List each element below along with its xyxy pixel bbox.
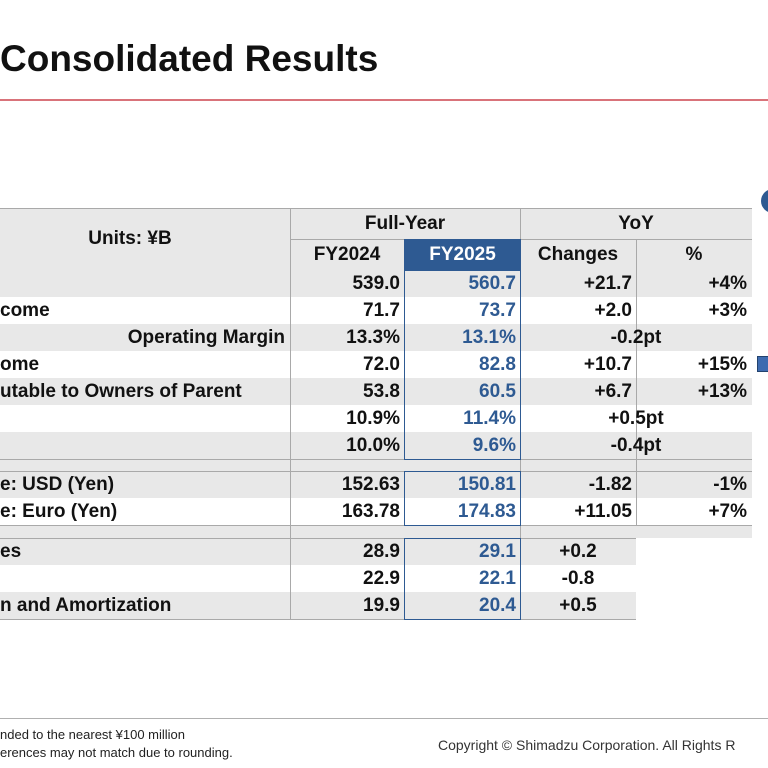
units-label: Units: ¥B: [88, 228, 172, 249]
fy2025-value: 82.8: [479, 353, 516, 375]
title-divider: [0, 99, 768, 101]
fy2025-value: 174.83: [457, 500, 516, 522]
fy2024-value: 19.9: [363, 594, 400, 616]
fy2024-value: 539.0: [352, 272, 400, 294]
changes-value: -0.2pt: [610, 326, 662, 348]
fy2024-value: 28.9: [363, 540, 400, 562]
fy2025-header: FY2025: [404, 239, 521, 270]
footer-divider: [0, 718, 768, 719]
pct-value: -1%: [713, 473, 747, 495]
fy2025-value: 11.4%: [463, 407, 516, 429]
fy2025-value: 60.5: [479, 380, 516, 402]
square-marker-icon: [757, 356, 768, 372]
row-label: Operating Margin: [127, 326, 285, 348]
row-label: [0, 270, 285, 297]
pct-value: +15%: [697, 353, 747, 375]
fy2024-value: 10.9%: [346, 407, 400, 429]
fy2025-value: 22.1: [479, 567, 516, 589]
changes-value: +2.0: [594, 299, 632, 321]
fy2024-value: 13.3%: [346, 326, 400, 348]
row-label: ome: [0, 353, 40, 375]
pct-value: +3%: [708, 299, 747, 321]
fy2025-value: 29.1: [479, 540, 516, 562]
row-label: [0, 405, 285, 432]
row-label: come: [0, 299, 50, 321]
footnote-differences: erences may not match due to rounding.: [0, 745, 233, 760]
pct-value: +4%: [708, 272, 747, 294]
pct-header: %: [685, 243, 703, 265]
fy2024-value: 71.7: [363, 299, 400, 321]
full-year-header: Full-Year: [364, 212, 446, 234]
changes-value: +0.2: [559, 540, 597, 562]
changes-value: +11.05: [574, 500, 632, 522]
footnote-rounding: nded to the nearest ¥100 million: [0, 727, 186, 742]
changes-value: +21.7: [583, 272, 632, 294]
fy2024-value: 53.8: [363, 380, 400, 402]
changes-value: -1.82: [588, 473, 632, 495]
fy2025-value: 13.1%: [462, 326, 516, 348]
fy2025-value: 73.7: [479, 299, 516, 321]
copyright-text: Copyright © Shimadzu Corporation. All Ri…: [438, 737, 736, 753]
row-label: [0, 432, 285, 459]
fy2024-header: FY2024: [313, 243, 381, 265]
row-label: e: USD (Yen): [0, 473, 115, 495]
fy2024-value: 10.0%: [346, 434, 400, 456]
changes-header: Changes: [537, 243, 619, 265]
row-label: [0, 565, 285, 592]
row-label: n and Amortization: [0, 594, 172, 616]
fy2024-value: 72.0: [363, 353, 400, 375]
row-label: es: [0, 540, 22, 562]
row-label: utable to Owners of Parent: [0, 380, 242, 402]
fy2025-value: 9.6%: [472, 434, 516, 456]
fy2024-value: 152.63: [341, 473, 400, 495]
fy2025-value: 150.81: [457, 473, 516, 495]
page-title: Consolidated Results: [0, 38, 379, 79]
pct-value: +13%: [697, 380, 747, 402]
fy2025-value: 560.7: [468, 272, 516, 294]
changes-value: +0.5: [559, 594, 597, 616]
changes-value: -0.8: [561, 567, 595, 589]
yoy-header: YoY: [618, 212, 654, 234]
fy2024-value: 22.9: [363, 567, 400, 589]
changes-value: +6.7: [594, 380, 632, 402]
pct-value: +7%: [708, 500, 747, 522]
circle-marker-icon: [761, 189, 768, 213]
changes-value: +0.5pt: [608, 407, 664, 429]
row-label: e: Euro (Yen): [0, 500, 118, 522]
results-table: FY2025 Units: ¥B Full-Year YoY FY2024 Ch…: [0, 208, 752, 622]
changes-value: +10.7: [583, 353, 632, 375]
fy2024-value: 163.78: [341, 500, 400, 522]
changes-value: -0.4pt: [610, 434, 662, 456]
fy2025-value: 20.4: [479, 594, 516, 616]
